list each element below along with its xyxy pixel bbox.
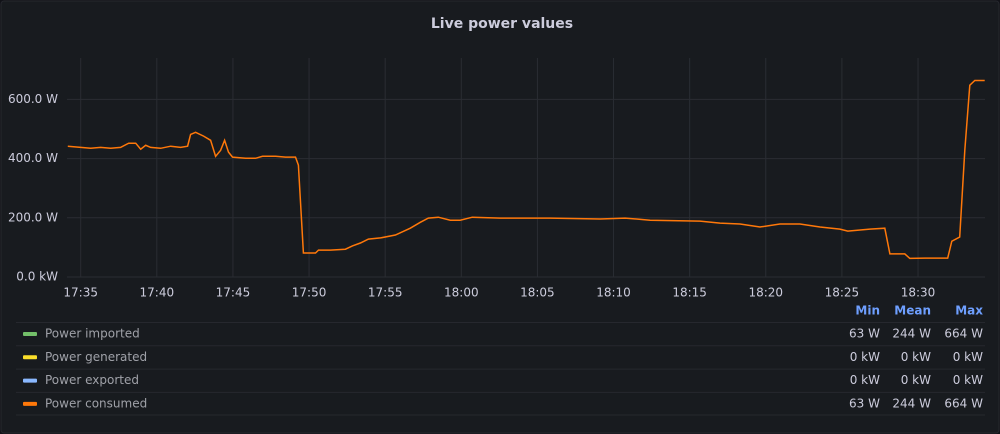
legend-stat: 0 kW	[953, 350, 983, 364]
legend-stat: 0 kW	[850, 350, 880, 364]
legend-label: Power generated	[45, 350, 147, 364]
legend-column-header: Min	[855, 304, 880, 318]
x-tick-label: 17:45	[216, 286, 251, 300]
line	[67, 79, 985, 260]
y-tick-label: 600.0 W	[8, 92, 58, 106]
legend-column-header: Max	[955, 304, 983, 318]
x-tick-label: 17:40	[140, 286, 175, 300]
legend-label: Power consumed	[45, 396, 147, 410]
x-tick-label: 18:05	[520, 286, 555, 300]
legend-stat: 0 kW	[901, 350, 931, 364]
legend-stat: 0 kW	[953, 373, 983, 387]
y-tick-label: 400.0 W	[8, 151, 58, 165]
legend-label: Power imported	[45, 327, 140, 341]
legend-swatch	[23, 378, 37, 383]
x-tick-label: 18:15	[672, 286, 707, 300]
legend-stat: 664 W	[944, 396, 983, 410]
x-tick-label: 18:25	[825, 286, 860, 300]
legend-label: Power exported	[45, 373, 139, 387]
legend-stat: 63 W	[849, 327, 880, 341]
y-tick-label: 200.0 W	[8, 210, 58, 224]
legend-column-header: Mean	[894, 304, 931, 318]
x-tick-label: 17:35	[63, 286, 98, 300]
legend-swatch	[23, 332, 37, 336]
legend-stat: 244 W	[892, 327, 931, 341]
legend-stat: 0 kW	[901, 373, 931, 387]
chart-title: Live power values	[431, 16, 573, 32]
x-tick-label: 17:50	[292, 286, 327, 300]
legend-swatch	[23, 401, 37, 406]
y-tick-label: 0.0 kW	[16, 270, 58, 284]
legend-swatch	[23, 355, 37, 360]
legend-stat: 244 W	[892, 396, 931, 410]
x-tick-label: 18:10	[596, 286, 631, 300]
legend-stat: 0 kW	[850, 373, 880, 387]
legend-stat: 63 W	[849, 396, 880, 410]
legend-stat: 664 W	[944, 327, 983, 341]
x-tick-label: 18:30	[901, 286, 936, 300]
x-tick-label: 18:00	[444, 286, 479, 300]
x-tick-label: 17:55	[368, 286, 403, 300]
x-tick-label: 18:20	[748, 286, 783, 300]
